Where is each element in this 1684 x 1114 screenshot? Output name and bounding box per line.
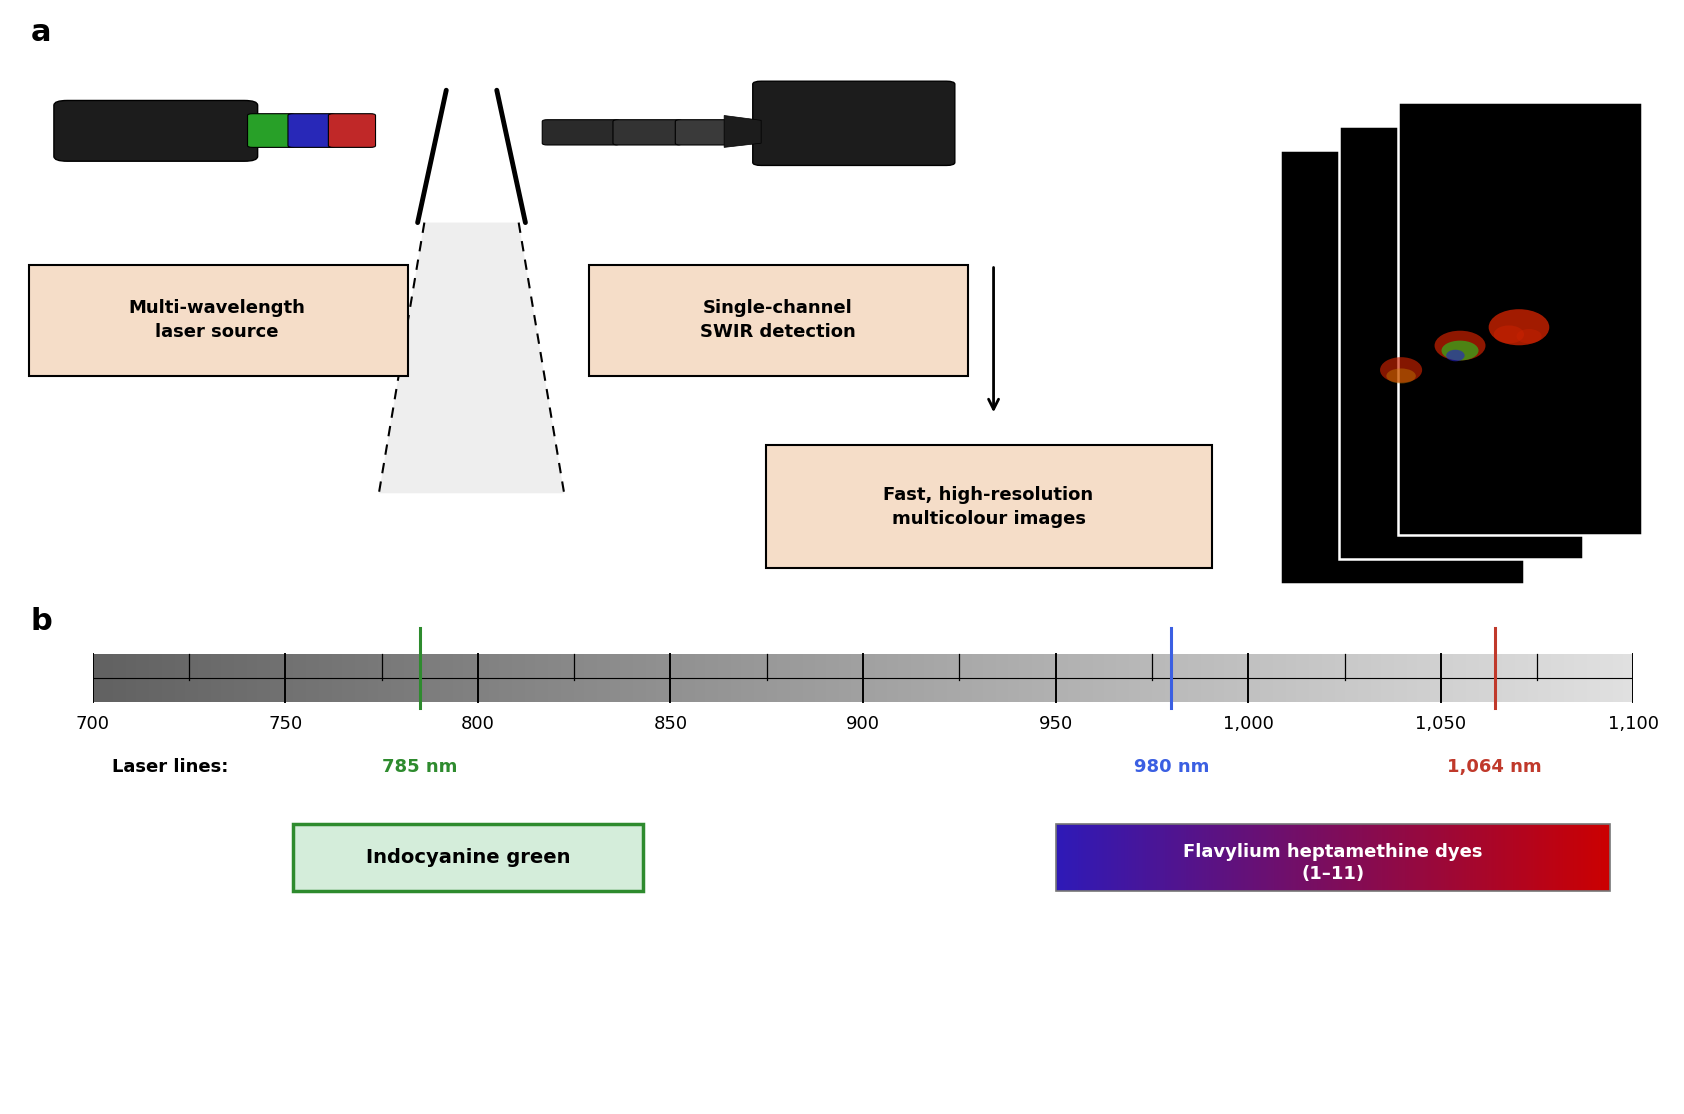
Text: (1–11): (1–11): [1302, 866, 1364, 883]
Text: Laser lines:: Laser lines:: [111, 758, 229, 775]
Text: Indocyanine green: Indocyanine green: [365, 848, 571, 868]
Text: a: a: [30, 18, 51, 47]
Polygon shape: [724, 116, 761, 147]
Text: 1,050: 1,050: [1415, 715, 1467, 733]
Text: 785 nm: 785 nm: [382, 758, 458, 775]
FancyBboxPatch shape: [542, 119, 620, 145]
FancyBboxPatch shape: [248, 114, 295, 147]
Ellipse shape: [1494, 325, 1524, 343]
Polygon shape: [379, 223, 564, 494]
FancyBboxPatch shape: [288, 114, 335, 147]
Ellipse shape: [1442, 341, 1479, 361]
Text: Fast, high-resolution
multicolour images: Fast, high-resolution multicolour images: [884, 487, 1093, 528]
FancyBboxPatch shape: [675, 119, 736, 145]
FancyBboxPatch shape: [328, 114, 376, 147]
Text: 980 nm: 980 nm: [1133, 758, 1209, 775]
Ellipse shape: [1489, 310, 1549, 345]
Ellipse shape: [1435, 331, 1485, 361]
Text: 1,100: 1,100: [1608, 715, 1659, 733]
Text: 850: 850: [653, 715, 687, 733]
FancyBboxPatch shape: [589, 265, 968, 375]
FancyBboxPatch shape: [1339, 126, 1583, 559]
Text: 1,000: 1,000: [1223, 715, 1273, 733]
FancyBboxPatch shape: [1398, 102, 1642, 536]
Text: 700: 700: [76, 715, 109, 733]
FancyBboxPatch shape: [29, 265, 408, 375]
Ellipse shape: [1447, 350, 1465, 361]
Text: Flavylium heptamethine dyes: Flavylium heptamethine dyes: [1184, 843, 1484, 861]
Ellipse shape: [1381, 358, 1421, 383]
Text: 750: 750: [268, 715, 303, 733]
FancyBboxPatch shape: [613, 119, 682, 145]
FancyBboxPatch shape: [293, 824, 643, 891]
Text: Single-channel
SWIR detection: Single-channel SWIR detection: [701, 300, 855, 341]
Text: Multi-wavelength
laser source: Multi-wavelength laser source: [128, 300, 306, 341]
Text: 800: 800: [461, 715, 495, 733]
FancyBboxPatch shape: [1280, 150, 1524, 584]
Ellipse shape: [1517, 329, 1543, 343]
Text: 1,064 nm: 1,064 nm: [1448, 758, 1543, 775]
Ellipse shape: [1386, 369, 1416, 383]
Text: 900: 900: [845, 715, 881, 733]
FancyBboxPatch shape: [753, 81, 955, 165]
FancyBboxPatch shape: [766, 446, 1212, 568]
Text: b: b: [30, 607, 52, 636]
Text: 950: 950: [1039, 715, 1073, 733]
FancyBboxPatch shape: [54, 100, 258, 162]
